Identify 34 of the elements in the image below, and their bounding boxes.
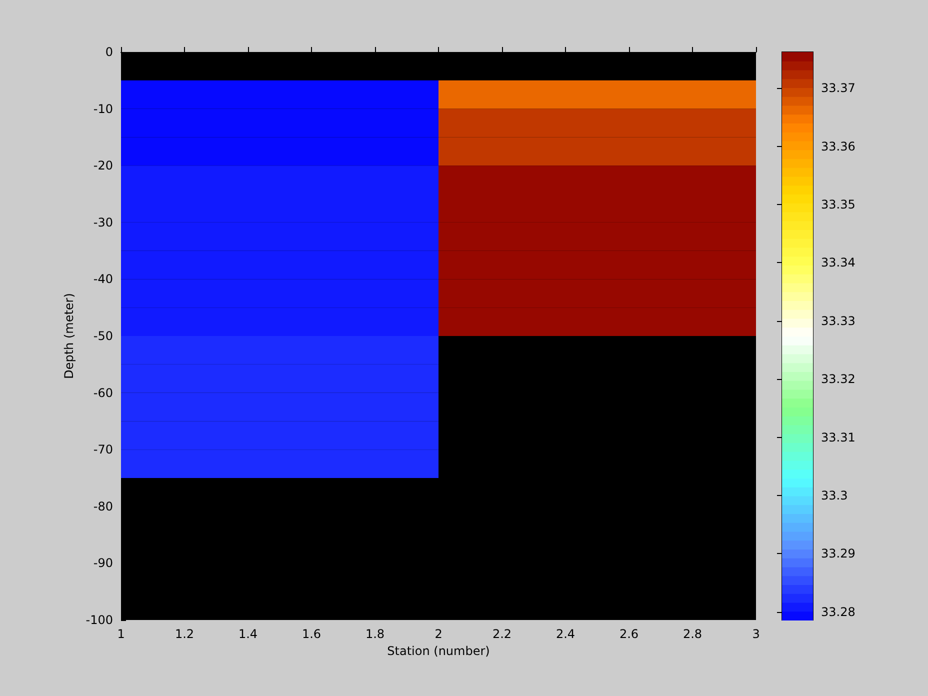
y-tick-label: -100 bbox=[86, 613, 113, 627]
y-tick-label: -40 bbox=[93, 272, 113, 286]
x-tick-label: 1.4 bbox=[238, 627, 258, 641]
y-tick-label: -60 bbox=[93, 386, 113, 400]
x-tick-label: 2 bbox=[434, 627, 442, 641]
x-tick-label: 3 bbox=[752, 627, 760, 641]
y-tick-label: -80 bbox=[93, 499, 113, 514]
y-tick-label: -20 bbox=[93, 158, 113, 173]
color-bar-label: 33.29 bbox=[821, 546, 856, 561]
color-bar-label: 33.32 bbox=[821, 372, 856, 386]
color-bar-label: 33.28 bbox=[821, 604, 856, 619]
x-tick-label: 2.2 bbox=[492, 627, 512, 641]
x-tick-label: 2.4 bbox=[556, 627, 576, 641]
x-tick-label: 1.6 bbox=[302, 627, 322, 641]
y-tick-label: 0 bbox=[105, 45, 113, 59]
color-bar-label: 33.34 bbox=[821, 256, 856, 270]
y-tick-label: -90 bbox=[93, 556, 113, 570]
x-tick-label: 1.2 bbox=[174, 627, 194, 641]
y-tick-label: -50 bbox=[93, 329, 113, 343]
x-axis-title: Station (number) bbox=[387, 644, 490, 658]
color-bar-label: 33.31 bbox=[821, 430, 856, 444]
color-bar-label: 33.33 bbox=[821, 314, 856, 328]
x-tick-label: 2.8 bbox=[682, 627, 702, 641]
y-tick-label: -70 bbox=[93, 442, 113, 457]
y-tick-label: -10 bbox=[93, 102, 113, 116]
color-bar-label: 33.37 bbox=[821, 81, 856, 96]
x-tick-label: 2.6 bbox=[619, 627, 639, 641]
y-axis-title: Depth (meter) bbox=[62, 293, 76, 379]
color-bar-label: 33.35 bbox=[821, 197, 856, 212]
color-bar-label: 33.36 bbox=[821, 139, 856, 154]
x-tick-label: 1.8 bbox=[365, 627, 385, 641]
x-tick-label: 1 bbox=[117, 627, 125, 641]
y-tick-label: -30 bbox=[93, 215, 113, 230]
color-bar-label: 33.3 bbox=[821, 488, 848, 502]
